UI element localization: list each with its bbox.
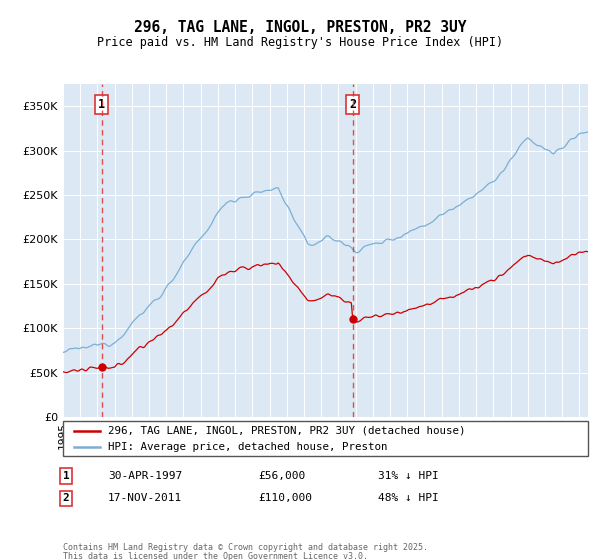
Text: 2: 2	[349, 98, 356, 111]
FancyBboxPatch shape	[63, 421, 588, 456]
Text: £110,000: £110,000	[258, 493, 312, 503]
Text: £56,000: £56,000	[258, 471, 305, 481]
Text: Price paid vs. HM Land Registry's House Price Index (HPI): Price paid vs. HM Land Registry's House …	[97, 36, 503, 49]
Text: This data is licensed under the Open Government Licence v3.0.: This data is licensed under the Open Gov…	[63, 552, 368, 560]
Text: 1: 1	[98, 98, 105, 111]
Text: 2: 2	[62, 493, 70, 503]
Text: Contains HM Land Registry data © Crown copyright and database right 2025.: Contains HM Land Registry data © Crown c…	[63, 543, 428, 552]
Text: 31% ↓ HPI: 31% ↓ HPI	[378, 471, 439, 481]
Text: HPI: Average price, detached house, Preston: HPI: Average price, detached house, Pres…	[107, 441, 387, 451]
Text: 30-APR-1997: 30-APR-1997	[108, 471, 182, 481]
Text: 17-NOV-2011: 17-NOV-2011	[108, 493, 182, 503]
Text: 296, TAG LANE, INGOL, PRESTON, PR2 3UY: 296, TAG LANE, INGOL, PRESTON, PR2 3UY	[134, 20, 466, 35]
Text: 48% ↓ HPI: 48% ↓ HPI	[378, 493, 439, 503]
Text: 296, TAG LANE, INGOL, PRESTON, PR2 3UY (detached house): 296, TAG LANE, INGOL, PRESTON, PR2 3UY (…	[107, 426, 465, 436]
Text: 1: 1	[62, 471, 70, 481]
